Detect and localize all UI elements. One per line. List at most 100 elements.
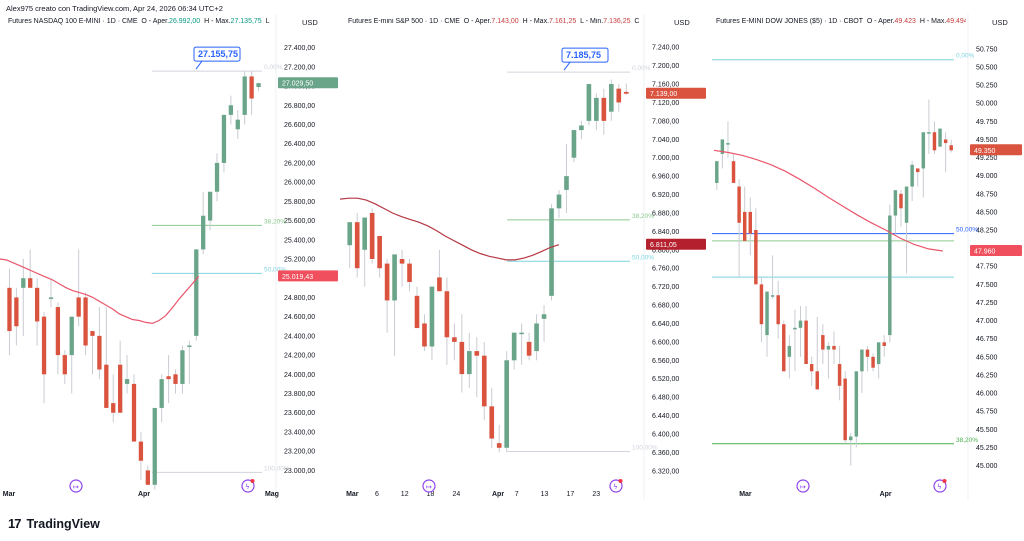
candle [414,286,420,329]
fib-level-label: 50,00% [956,227,978,234]
price-badge: 6.811,05 [646,238,706,250]
candle [187,340,192,384]
price-tick-label: 6.520,00 [652,376,679,383]
candle [571,130,577,163]
candlestick-chart-nasdaq[interactable]: 27.400,0027.200,0027.000,0026.800,0026.6… [0,14,340,500]
candle [166,355,171,404]
candle [782,320,786,372]
currency-label-dow: USD [992,18,1008,27]
price-tick-label: 47.750 [976,264,998,271]
price-tick-label: 46.250 [976,372,998,379]
time-tick-label: 7 [515,491,519,498]
svg-text:47.960: 47.960 [974,249,996,256]
time-tick-label: Mag [265,491,279,498]
candle [194,249,199,341]
fib-level-label: 0,00% [632,65,651,72]
candle [496,424,502,453]
candle [949,139,953,153]
dividend-event-icon[interactable]: ↦ [422,479,436,493]
candle [55,302,61,375]
price-tick-label: 6.840,00 [652,229,679,236]
candle [180,345,185,394]
price-tick-label: 27.400,00 [284,45,315,52]
price-tick-label: 45.000 [976,463,998,470]
time-tick-label: Apr [138,491,150,498]
chart-panel-nasdaq[interactable]: 27.400,0027.200,0027.000,0026.800,0026.6… [0,14,340,500]
price-tick-label: 6.920,00 [652,192,679,199]
candle [726,121,730,158]
candle [938,128,942,147]
high-price-callout[interactable]: 7.185,75 [561,47,609,71]
price-tick-label: 24.000,00 [284,372,315,379]
price-tick-label: 6.600,00 [652,339,679,346]
svg-text:6.811,05: 6.811,05 [650,242,677,249]
price-tick-label: 25.200,00 [284,257,315,264]
candle [865,345,870,372]
svg-text:27.029,50: 27.029,50 [282,81,313,88]
price-tick-label: 26.600,00 [284,122,315,129]
price-tick-label: 49.000 [976,173,998,180]
earnings-flash-icon[interactable]: ϟ [609,479,623,493]
fib-level-label: 50,00% [632,254,654,261]
earnings-flash-icon[interactable]: ϟ [241,479,255,493]
candle [69,316,74,394]
dividend-event-icon[interactable]: ↦ [796,479,810,493]
candle [904,186,909,274]
candle [899,190,903,227]
price-tick-label: 50.750 [976,46,998,53]
candle [504,351,510,453]
candle [145,465,150,485]
price-badge: 27.029,50 [278,77,338,89]
time-tick-label: 18 [427,491,435,498]
candle [437,249,442,292]
price-tick-label: 24.800,00 [284,295,315,302]
fib-level-label: 0,00% [956,53,975,60]
svg-text:27.155,75: 27.155,75 [198,49,238,59]
price-tick-label: 46.000 [976,391,998,398]
price-tick-label: 46.500 [976,354,998,361]
chart-panel-sp500[interactable]: 7.240,00 7.200,00 7.160,00 7.120,00 7.080,00… [340,14,708,500]
candle [765,291,769,357]
time-tick-label: 12 [401,491,409,498]
svg-text:ϟ: ϟ [245,483,250,491]
price-tick-label: 26.400,00 [284,141,315,148]
price-tick-label: 23.800,00 [284,391,315,398]
fib-level-label: 0,00% [264,64,283,71]
candle [737,179,741,278]
time-tick-label: 23 [592,491,600,498]
price-tick-label: 7.120,00 [652,100,679,107]
price-tick-label: 48.250 [976,228,998,235]
candle [369,208,375,264]
candle [579,120,584,140]
candle [34,278,40,346]
price-tick-label: 6.720,00 [652,284,679,291]
chart-panel-dow[interactable]: 50.750 50.500 50.250 50.000 49.750 49.500 49.2… [708,14,1024,500]
candle [888,204,892,343]
price-tick-label: 46.750 [976,336,998,343]
fib-level-label: 38,20% [632,213,654,220]
candle [915,168,920,187]
candlestick-chart-dow[interactable]: 50.750 50.500 50.250 50.000 49.750 49.500 49.2… [708,14,1024,500]
candle [748,197,753,256]
candle [511,332,517,370]
price-tick-label: 7.000,00 [652,155,679,162]
candle [715,161,719,191]
candle [429,286,435,361]
candle [754,208,758,285]
candle [228,95,234,125]
candle [124,355,130,394]
chart-credit: Alex975 creato con TradingView.com, Apr … [6,4,223,13]
high-price-callout[interactable]: 27.155,75 [193,46,241,70]
moving-average-line [0,258,200,325]
price-tick-label: 7.200,00 [652,63,679,70]
price-tick-label: 7.160,00 [652,82,679,89]
candle [798,306,803,357]
price-tick-label: 45.250 [976,445,998,452]
price-tick-label: 47.000 [976,318,998,325]
dividend-event-icon[interactable]: ↦ [69,479,83,493]
time-tick-label: Apr [492,491,504,498]
earnings-flash-icon[interactable]: ϟ [933,479,947,493]
candlestick-chart-sp500[interactable]: 7.240,00 7.200,00 7.160,00 7.120,00 7.080,00… [340,14,708,500]
candle [76,249,81,327]
price-tick-label: 23.200,00 [284,449,315,456]
